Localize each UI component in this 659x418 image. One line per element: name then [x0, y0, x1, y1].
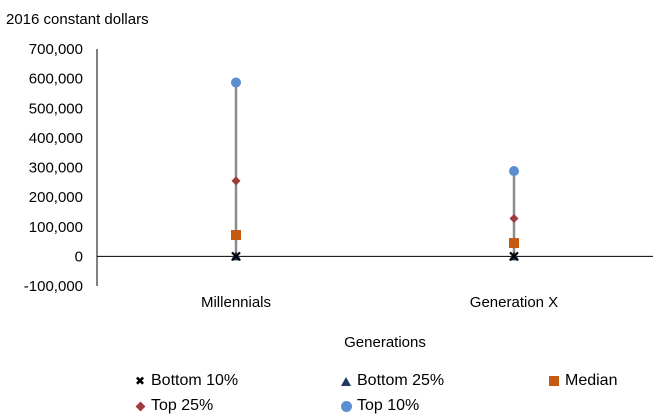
x-ticks: Millennials Generation X	[201, 294, 558, 311]
x-tick-label: Generation X	[470, 294, 558, 311]
x-tick-label: Millennials	[201, 294, 271, 311]
y-tick-label: 700,000	[29, 41, 83, 58]
data-point-x	[509, 251, 519, 262]
y-tick-label: 300,000	[29, 160, 83, 177]
range-lines	[234, 82, 516, 257]
y-tick-label: -100,000	[24, 278, 83, 295]
x-stroke	[509, 251, 519, 262]
y-tick-label: 600,000	[29, 71, 83, 88]
data-point-circle	[509, 166, 519, 177]
x-stroke	[231, 251, 241, 262]
y-tick-label: 200,000	[29, 189, 83, 206]
axes	[96, 49, 653, 286]
y-tick-label: 400,000	[29, 130, 83, 147]
data-point-x	[231, 251, 241, 262]
y-tick-label: 500,000	[29, 100, 83, 117]
data-point-square	[231, 230, 241, 241]
data-point-circle	[231, 77, 241, 88]
data-point-diamond	[231, 176, 241, 186]
data-marks	[231, 77, 519, 262]
data-point-diamond	[509, 213, 519, 223]
data-point-square	[509, 238, 519, 249]
y-axis-label: 2016 constant dollars	[6, 11, 149, 28]
y-tick-label: 0	[75, 248, 83, 265]
x-axis-label: Generations	[344, 334, 426, 351]
y-tick-label: 100,000	[29, 219, 83, 236]
y-ticks: 700,000 600,000 500,000 400,000 300,000 200,0…	[24, 41, 83, 295]
